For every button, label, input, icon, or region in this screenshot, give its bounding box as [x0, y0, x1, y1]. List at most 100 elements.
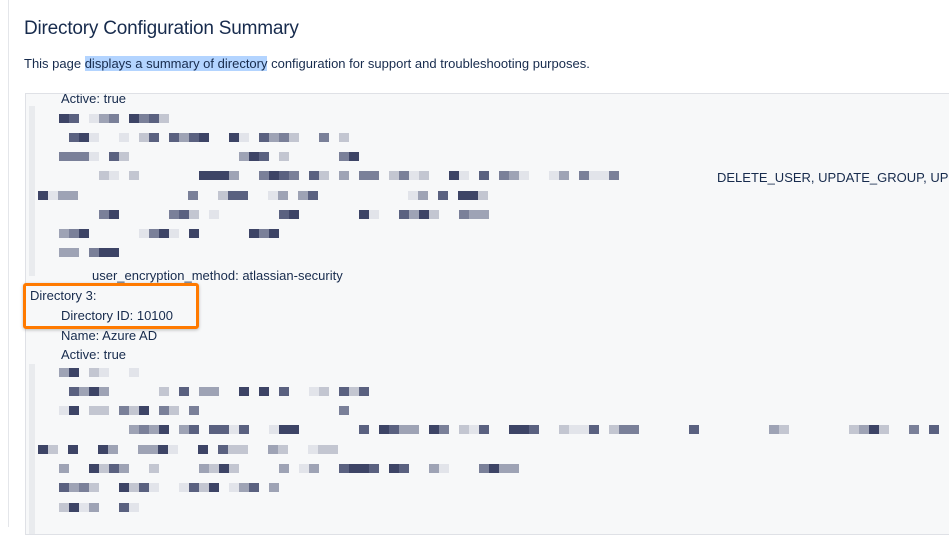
redacted-block: [129, 425, 139, 434]
redacted-block: [328, 445, 338, 454]
redacted-block: [109, 248, 119, 257]
redacted-block: [158, 445, 168, 454]
redacted-block: [349, 387, 359, 396]
redacted-block: [168, 445, 178, 454]
redacted-block: [69, 248, 79, 257]
redacted-block: [349, 152, 359, 161]
redacted-block: [218, 445, 228, 454]
redacted-block: [99, 464, 109, 473]
redacted-block: [79, 387, 89, 396]
config-summary-box[interactable]: Active: true DELETE_USER, UPDATE_GROUP, …: [25, 93, 949, 535]
redacted-block: [199, 464, 209, 473]
redacted-block: [359, 425, 369, 434]
redacted-block: [489, 464, 499, 473]
redacted-block: [59, 152, 69, 161]
redacted-block: [99, 114, 109, 123]
redacted-block: [149, 133, 159, 142]
redacted-block: [399, 171, 409, 180]
redacted-block: [149, 114, 159, 123]
redacted-block: [418, 191, 428, 200]
code-gutter: [29, 106, 35, 276]
redacted-block: [228, 191, 238, 200]
redacted-block: [369, 210, 379, 219]
redacted-block: [339, 406, 349, 415]
redacted-block: [108, 445, 118, 454]
selected-text[interactable]: displays a summary of directory: [84, 56, 268, 71]
redacted-block: [479, 171, 489, 180]
redacted-block: [389, 464, 399, 473]
redacted-block: [278, 445, 288, 454]
config-line: Directory ID: 10100: [61, 308, 173, 323]
redacted-block: [109, 210, 119, 219]
redacted-block: [359, 387, 369, 396]
redacted-block: [38, 445, 48, 454]
redacted-block: [389, 171, 399, 180]
redacted-block: [159, 406, 169, 415]
redacted-block: [99, 210, 109, 219]
redacted-block: [259, 229, 269, 238]
page-description: This page displays a summary of director…: [24, 56, 590, 71]
redacted-block: [339, 133, 349, 142]
redacted-block: [318, 445, 328, 454]
redacted-block: [68, 191, 78, 200]
redacted-block: [69, 387, 79, 396]
page-title: Directory Configuration Summary: [24, 18, 299, 39]
redacted-block: [599, 171, 609, 180]
redacted-block: [308, 445, 318, 454]
redacted-block: [339, 171, 349, 180]
config-line: DELETE_USER, UPDATE_GROUP, UP: [717, 170, 949, 185]
redacted-block: [89, 483, 99, 492]
redacted-block: [238, 191, 248, 200]
redacted-block: [89, 114, 99, 123]
redacted-block: [529, 425, 539, 434]
redacted-block: [89, 152, 99, 161]
redacted-block: [48, 445, 58, 454]
redacted-block: [179, 425, 189, 434]
redacted-block: [99, 171, 109, 180]
redacted-block: [269, 483, 279, 492]
redacted-block: [579, 425, 589, 434]
redacted-block: [279, 464, 289, 473]
redacted-block: [189, 229, 199, 238]
redacted-block: [429, 425, 439, 434]
redacted-block: [48, 191, 58, 200]
redacted-block: [79, 152, 89, 161]
redacted-block: [609, 425, 619, 434]
redacted-block: [478, 191, 488, 200]
redacted-block: [249, 229, 259, 238]
redacted-block: [119, 152, 129, 161]
redacted-block: [199, 171, 209, 180]
redacted-block: [218, 191, 228, 200]
redacted-block: [269, 171, 279, 180]
redacted-block: [209, 387, 219, 396]
redacted-block: [589, 171, 599, 180]
redacted-block: [299, 464, 309, 473]
redacted-block: [79, 229, 89, 238]
redacted-block: [429, 464, 439, 473]
redacted-block: [109, 171, 119, 180]
redacted-block: [69, 133, 79, 142]
redacted-block: [209, 171, 219, 180]
redacted-block: [99, 368, 109, 377]
redacted-block: [519, 425, 529, 434]
redacted-block: [229, 171, 239, 180]
redacted-block: [519, 171, 529, 180]
redacted-block: [179, 133, 189, 142]
redacted-block: [169, 210, 179, 219]
redacted-block: [609, 171, 619, 180]
redacted-block: [59, 229, 69, 238]
redacted-block: [38, 191, 48, 200]
redacted-block: [289, 133, 299, 142]
redacted-block: [109, 114, 119, 123]
redacted-block: [849, 425, 859, 434]
redacted-block: [138, 445, 148, 454]
redacted-block: [129, 483, 139, 492]
redacted-block: [179, 483, 189, 492]
redacted-block: [139, 114, 149, 123]
redacted-block: [359, 210, 369, 219]
redacted-block: [109, 152, 119, 161]
redacted-block: [149, 483, 159, 492]
redacted-block: [119, 503, 129, 512]
redacted-block: [219, 425, 229, 434]
redacted-block: [99, 387, 109, 396]
